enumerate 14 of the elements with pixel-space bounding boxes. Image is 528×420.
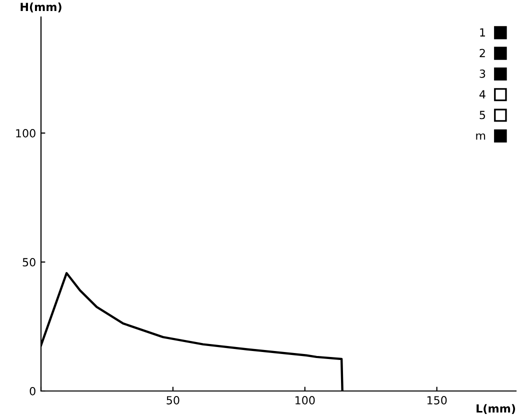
y-tick-label: 0: [30, 386, 36, 396]
legend-label: m: [476, 133, 486, 140]
x-tick-label: 50: [166, 396, 180, 404]
x-axis-title: L(mm): [476, 404, 516, 414]
y-tick-label: 100: [16, 129, 36, 138]
legend-label: 2: [480, 48, 485, 58]
x-tick-label: 100: [296, 396, 315, 404]
y-axis-title: H(mm): [20, 2, 62, 12]
legend-label: 5: [480, 110, 486, 120]
y-tick-label: 50: [22, 258, 36, 266]
legend-label: 1: [480, 28, 485, 36]
x-tick-label: 150: [427, 396, 447, 404]
legend-label: 3: [480, 69, 486, 78]
legend-label: 4: [479, 90, 486, 98]
